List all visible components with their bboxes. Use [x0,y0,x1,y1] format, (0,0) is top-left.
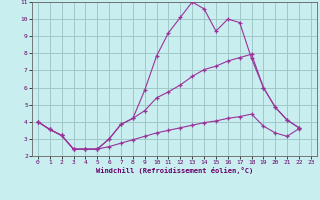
X-axis label: Windchill (Refroidissement éolien,°C): Windchill (Refroidissement éolien,°C) [96,167,253,174]
